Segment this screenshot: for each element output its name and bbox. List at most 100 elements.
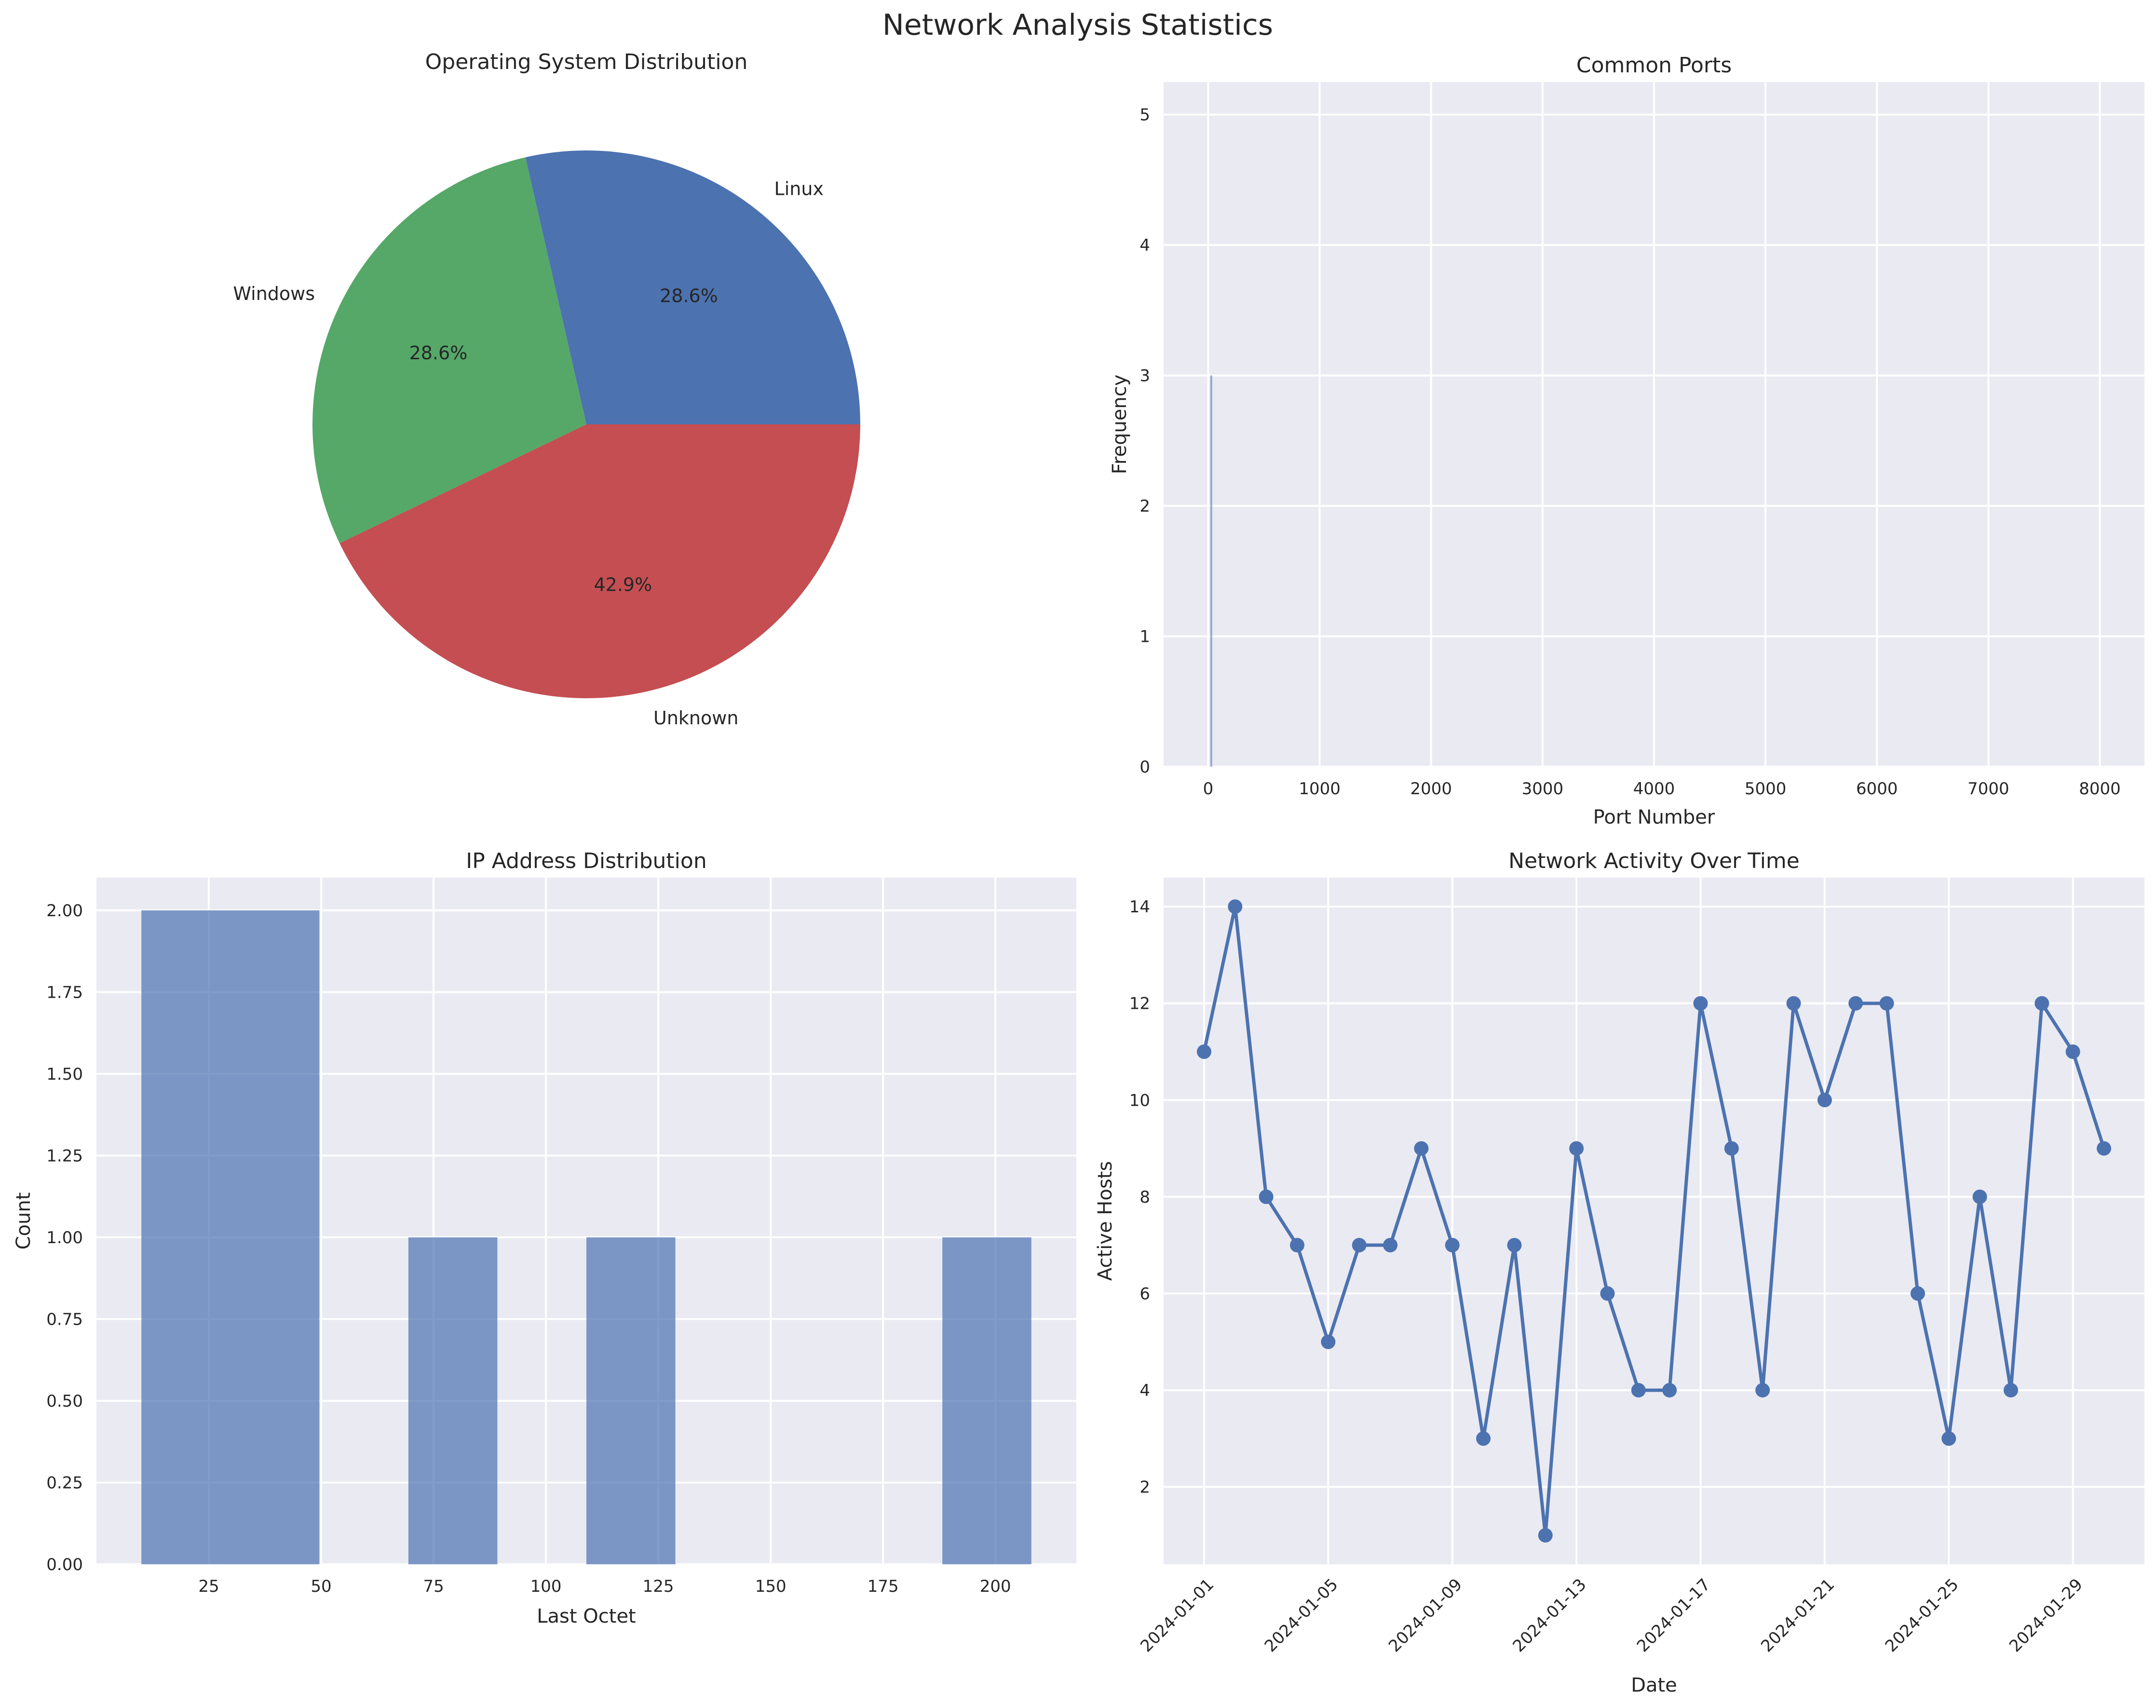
activity-point bbox=[1662, 1383, 1677, 1397]
activity-point bbox=[1507, 1238, 1522, 1253]
x-tick-label: 6000 bbox=[1856, 779, 1898, 799]
activity-point bbox=[1352, 1238, 1367, 1253]
y-tick-label: 0 bbox=[1139, 758, 1150, 777]
pie-percent-label: 42.9% bbox=[594, 574, 652, 595]
activity-point bbox=[1848, 996, 1863, 1011]
activity-point bbox=[2003, 1383, 2018, 1397]
histogram-ip-distribution: IP Address Distribution Last Octet Count 25… bbox=[13, 849, 1076, 1627]
activity-point bbox=[1414, 1141, 1429, 1156]
pie-slice-unknown bbox=[339, 424, 860, 699]
activity-point bbox=[1693, 996, 1708, 1011]
activity-point bbox=[1321, 1334, 1336, 1349]
activity-point bbox=[1538, 1528, 1553, 1543]
x-axis-label: Port Number bbox=[1593, 806, 1715, 828]
activity-point bbox=[1259, 1189, 1274, 1204]
x-tick-label: 100 bbox=[530, 1577, 562, 1596]
y-tick-label: 1.75 bbox=[46, 983, 83, 1002]
x-tick-label: 200 bbox=[980, 1577, 1011, 1596]
activity-point bbox=[2034, 996, 2049, 1011]
x-tick-label: 3000 bbox=[1522, 779, 1564, 799]
y-tick-label: 4 bbox=[1139, 1381, 1150, 1400]
y-tick-label: 1.50 bbox=[46, 1065, 83, 1084]
y-tick-label: 0.75 bbox=[46, 1310, 83, 1329]
pie-chart-os-distribution: Operating System Distribution 28.6% Linux 2… bbox=[233, 50, 860, 729]
y-tick-label: 14 bbox=[1129, 897, 1150, 917]
activity-point bbox=[1786, 996, 1801, 1011]
y-tick-label: 0.50 bbox=[46, 1392, 83, 1411]
y-tick-label: 5 bbox=[1139, 106, 1150, 125]
y-tick-label: 0.25 bbox=[46, 1473, 83, 1492]
pie-percent-label: 28.6% bbox=[660, 285, 718, 307]
activity-point bbox=[1972, 1189, 1987, 1204]
y-tick-label: 2 bbox=[1139, 1478, 1150, 1497]
y-tick-label: 3 bbox=[1139, 366, 1150, 386]
pie-slice-label: Linux bbox=[774, 178, 824, 200]
y-tick-label: 10 bbox=[1129, 1091, 1150, 1110]
activity-series-line bbox=[1202, 905, 2106, 1537]
x-tick-label: 0 bbox=[1203, 779, 1214, 799]
activity-point bbox=[1290, 1238, 1305, 1253]
histogram-bar bbox=[408, 1237, 498, 1564]
activity-point bbox=[1941, 1431, 1956, 1446]
x-tick-label: 8000 bbox=[2079, 779, 2121, 799]
activity-point bbox=[1755, 1383, 1770, 1397]
chart-title: Operating System Distribution bbox=[425, 50, 748, 74]
y-tick-label: 4 bbox=[1139, 236, 1150, 255]
y-tick-label: 1 bbox=[1139, 627, 1150, 647]
x-axis-label: Date bbox=[1631, 1674, 1677, 1696]
activity-point bbox=[1879, 996, 1894, 1011]
x-tick-label: 2000 bbox=[1410, 779, 1452, 799]
activity-point bbox=[1383, 1238, 1398, 1253]
plot-area bbox=[1164, 878, 2144, 1564]
port-bar bbox=[1210, 375, 1212, 767]
y-tick-label: 2 bbox=[1139, 497, 1150, 516]
activity-point bbox=[1476, 1431, 1491, 1446]
x-tick-label: 175 bbox=[868, 1577, 899, 1596]
y-axis-label: Active Hosts bbox=[1094, 1161, 1116, 1281]
x-axis-label: Last Octet bbox=[537, 1605, 636, 1627]
histogram-bar bbox=[942, 1237, 1031, 1564]
x-tick-label: 7000 bbox=[1967, 779, 2009, 799]
chart-title: IP Address Distribution bbox=[466, 849, 706, 873]
figure-title: Network Analysis Statistics bbox=[882, 8, 1273, 42]
activity-point bbox=[1600, 1286, 1615, 1301]
y-tick-label: 2.00 bbox=[46, 901, 83, 921]
activity-point bbox=[1631, 1383, 1646, 1397]
y-tick-label: 0.00 bbox=[46, 1555, 83, 1574]
pie-slice-linux bbox=[525, 150, 860, 425]
activity-point bbox=[1910, 1286, 1925, 1301]
pie-slice-label: Unknown bbox=[653, 707, 738, 729]
pie-percent-label: 28.6% bbox=[409, 342, 468, 364]
x-tick-label: 150 bbox=[755, 1577, 786, 1596]
y-tick-label: 12 bbox=[1129, 994, 1150, 1014]
y-tick-label: 6 bbox=[1139, 1284, 1150, 1303]
y-tick-label: 8 bbox=[1139, 1188, 1150, 1207]
activity-point bbox=[1228, 899, 1243, 914]
y-axis-label: Count bbox=[13, 1193, 35, 1250]
x-tick-label: 5000 bbox=[1745, 779, 1787, 799]
activity-point bbox=[2065, 1044, 2080, 1059]
x-tick-label: 125 bbox=[643, 1577, 674, 1596]
y-tick-label: 1.25 bbox=[46, 1146, 83, 1166]
activity-point bbox=[1724, 1141, 1739, 1156]
x-tick-label: 75 bbox=[423, 1577, 444, 1596]
x-tick-label: 4000 bbox=[1633, 779, 1675, 799]
activity-point bbox=[1196, 1044, 1211, 1059]
pie-slice-label: Windows bbox=[233, 283, 315, 304]
pie-slice-windows bbox=[312, 157, 586, 543]
y-axis-label: Frequency bbox=[1109, 375, 1131, 474]
x-tick-label: 25 bbox=[198, 1577, 219, 1596]
histogram-bar bbox=[141, 910, 320, 1564]
histogram-bar bbox=[586, 1237, 676, 1564]
bar-chart-common-ports: Common Ports Port Number Frequency 0 1000 200… bbox=[1109, 53, 2144, 828]
y-tick-label: 1.00 bbox=[46, 1228, 83, 1247]
activity-point bbox=[1445, 1238, 1460, 1253]
activity-point bbox=[1817, 1093, 1832, 1108]
x-tick-label: 1000 bbox=[1299, 779, 1341, 799]
activity-point bbox=[1569, 1141, 1584, 1156]
chart-title: Common Ports bbox=[1576, 53, 1732, 78]
activity-point bbox=[2097, 1141, 2112, 1156]
x-tick-label: 50 bbox=[311, 1577, 331, 1596]
chart-title: Network Activity Over Time bbox=[1508, 849, 1800, 873]
